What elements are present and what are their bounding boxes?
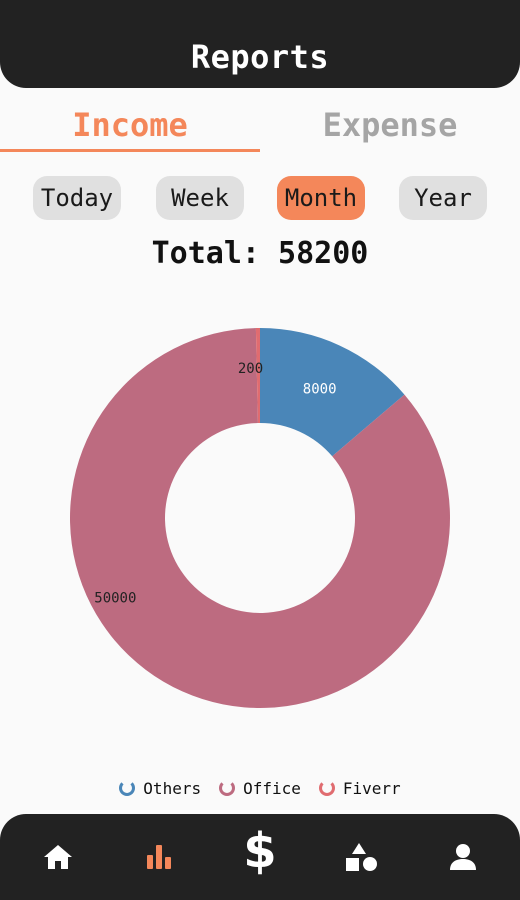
period-today-button[interactable]: Today: [33, 176, 121, 220]
legend-item-fiverr[interactable]: Fiverr: [318, 778, 401, 798]
donut-slice-others[interactable]: [260, 328, 405, 457]
nav-profile-button[interactable]: [423, 814, 503, 900]
bar-chart-icon: [147, 845, 171, 869]
period-month-button[interactable]: Month: [277, 176, 365, 220]
period-selector: Today Week Month Year: [0, 176, 520, 220]
nav-home-button[interactable]: [18, 814, 98, 900]
legend-item-others[interactable]: Others: [119, 779, 201, 798]
legend-label: Office: [243, 778, 301, 798]
income-donut-chart: 8000 50000 200: [70, 328, 451, 708]
donut-slice-office[interactable]: [70, 328, 451, 708]
shapes-icon: [346, 843, 377, 871]
chart-legend: Others Office Fiverr: [0, 776, 520, 800]
bottom-navigation: $: [0, 814, 520, 900]
legend-label: Fiverr: [342, 778, 401, 798]
home-icon: [44, 845, 72, 869]
tab-income[interactable]: Income: [0, 100, 260, 152]
slice-label-office: 50000: [94, 590, 136, 606]
tab-expense[interactable]: Expense: [322, 106, 458, 144]
donut-slice-fiverr[interactable]: [255, 328, 260, 424]
nav-add-transaction-button[interactable]: $: [220, 814, 300, 900]
nav-categories-button[interactable]: [322, 814, 402, 900]
legend-item-office[interactable]: Office: [219, 779, 301, 798]
legend-swatch-icon: [318, 780, 335, 796]
slice-label-others: 8000: [303, 382, 337, 398]
page-title: Reports: [190, 38, 330, 76]
dollar-icon: $: [243, 823, 277, 879]
period-week-button[interactable]: Week: [156, 176, 244, 220]
slice-label-fiverr: 200: [238, 361, 263, 377]
total-amount: Total: 58200: [151, 236, 369, 271]
period-year-button[interactable]: Year: [399, 176, 487, 220]
nav-reports-button[interactable]: [119, 814, 199, 900]
app-header: Reports: [0, 0, 520, 88]
user-icon: [450, 844, 476, 870]
report-tabs: Income Expense: [0, 100, 520, 152]
legend-label: Others: [143, 778, 202, 798]
legend-swatch-icon: [119, 780, 136, 796]
legend-swatch-icon: [219, 780, 236, 796]
